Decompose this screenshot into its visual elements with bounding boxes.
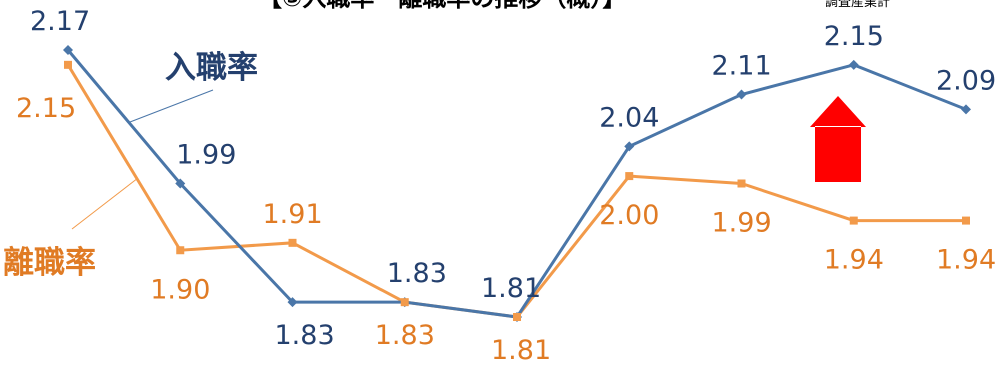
series-1-point-3 (287, 297, 298, 308)
series-2-data-label-4: 1.83 (375, 320, 435, 351)
series-2-point-4 (400, 298, 409, 307)
series-2-point-6 (625, 172, 634, 181)
series-1-data-label-4: 1.83 (387, 258, 447, 289)
series-2-data-label-2: 1.90 (150, 274, 210, 305)
series-1-data-label-9: 2.09 (936, 65, 996, 96)
series-1-point-9 (961, 104, 971, 115)
series-1-data-label-7: 2.11 (712, 51, 772, 82)
series-1-callout-line (129, 89, 214, 123)
series-2-point-3 (288, 238, 297, 247)
chart-note: 調査産業計 (825, 0, 890, 10)
series-2-point-8 (849, 216, 858, 225)
series-1-point-8 (848, 59, 859, 70)
series-1-name: 入職率 (165, 50, 258, 86)
series-2-data-label-9: 1.94 (936, 245, 996, 276)
series-2-point-1 (64, 60, 72, 69)
series-1-data-label-5: 1.81 (481, 273, 541, 304)
series-2-point-5 (513, 313, 521, 321)
series-1-data-label-1: 2.17 (30, 6, 90, 37)
series-1-data-label-3: 1.83 (275, 320, 335, 351)
series-1-data-label-6: 2.04 (599, 102, 659, 133)
series-1-point-2 (175, 178, 186, 189)
series-1-point-1 (63, 45, 73, 55)
series-1-point-7 (736, 89, 747, 100)
series-2-data-label-6: 2.00 (599, 200, 659, 231)
series-2-callout-line (71, 177, 139, 230)
series-layer: 2.17 1.99 1.83 1.83 1.81 2.04 2.11 2.15 2.09 2.15… (16, 6, 996, 366)
series-2-data-label-5: 1.81 (491, 335, 551, 366)
series-2-data-label-8: 1.94 (824, 245, 884, 276)
series-2-point-7 (737, 179, 746, 188)
series-1-point-6 (624, 141, 635, 152)
series-2-data-label-1: 2.15 (16, 93, 76, 124)
chart-title: 【③入職率・離職率の推移（概）】 (258, 0, 626, 12)
series-2-point-2 (176, 246, 185, 255)
series-2-data-label-7: 1.99 (712, 208, 772, 239)
series-1-data-label-2: 1.99 (176, 140, 236, 171)
series-2-name: 離職率 (3, 245, 96, 281)
series-2-data-label-3: 1.91 (263, 199, 323, 230)
series-1-data-label-8: 2.15 (824, 21, 884, 52)
up-arrow-icon (810, 96, 866, 182)
series-2-point-9 (962, 216, 970, 225)
